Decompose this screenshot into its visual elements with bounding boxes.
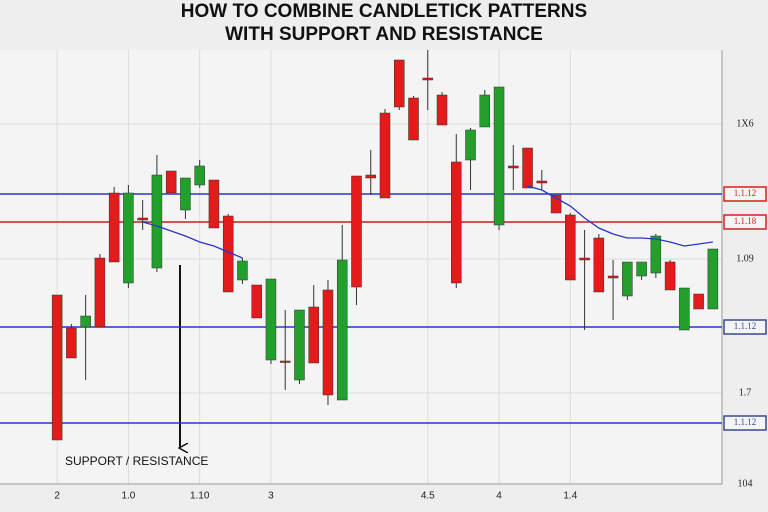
candle-body	[522, 147, 533, 189]
candle-body	[707, 248, 719, 310]
candle-body	[479, 94, 491, 128]
candle-body	[194, 165, 205, 186]
candle-body	[94, 257, 106, 328]
average-line	[142, 221, 243, 259]
x-tick-label: 1.4	[563, 491, 577, 502]
candle-body	[493, 86, 505, 226]
candle-body	[593, 237, 605, 293]
candle-body	[408, 97, 419, 141]
candle-body	[365, 174, 376, 179]
candle-body	[66, 327, 77, 359]
x-tick-label: 1.10	[190, 491, 210, 502]
candle-body	[237, 260, 248, 281]
x-tick-label: 2	[54, 491, 60, 502]
candle-body	[550, 194, 562, 214]
level-label-box	[723, 415, 767, 431]
candle-body	[351, 175, 362, 288]
candle-body	[451, 161, 462, 284]
candle-body	[636, 261, 647, 277]
candle-body	[137, 217, 148, 221]
x-tick-label: 4.5	[421, 491, 435, 502]
x-tick-label: 4	[496, 491, 502, 502]
candle-body	[251, 284, 262, 319]
x-tick-label: 1.0	[121, 491, 135, 502]
annotation: SUPPORT / RESISTANCE	[65, 454, 208, 468]
candle-body	[123, 192, 134, 284]
candle-body	[336, 259, 348, 401]
candle-body	[294, 309, 305, 381]
candle-body	[151, 174, 163, 269]
candle-body	[436, 94, 448, 126]
chart-title: HOW TO COMBINE CANDLETICK PATTERNS	[181, 1, 587, 22]
candle-body	[465, 129, 476, 161]
candle-body	[180, 177, 191, 211]
candle-body	[108, 192, 120, 263]
candle-body	[80, 315, 91, 328]
level-label-box	[723, 186, 767, 202]
candle-body	[394, 59, 405, 108]
candle-body	[322, 289, 334, 396]
level-label-box	[723, 214, 767, 230]
candle-body	[664, 261, 676, 291]
candle-body	[565, 214, 576, 281]
candle-body	[650, 235, 662, 274]
candle-body	[679, 287, 690, 331]
y-tick-label: 104	[738, 478, 753, 489]
candle-body	[379, 112, 391, 199]
candle-body	[51, 294, 63, 441]
y-tick-label: 1.09	[736, 253, 754, 264]
y-tick-label: 1.7	[739, 387, 752, 398]
candle-body	[579, 257, 590, 261]
candle-body	[208, 179, 220, 229]
x-tick-label: 3	[268, 491, 274, 502]
candle-body	[607, 275, 619, 279]
candle-body	[508, 165, 519, 169]
level-label-box	[723, 319, 767, 335]
candle-body	[279, 360, 291, 363]
candle-body	[422, 77, 434, 81]
average-line	[527, 185, 713, 247]
candle-body	[165, 170, 177, 194]
candle-body	[536, 180, 548, 184]
level-label: 1.1.18	[734, 216, 757, 226]
level-label: 1.1.12	[734, 417, 757, 427]
candle-body	[308, 306, 319, 364]
level-label: 1.1.12	[734, 321, 757, 331]
candle-body	[622, 261, 633, 297]
chart-title: WITH SUPPORT AND RESISTANCE	[225, 24, 543, 45]
y-tick-label: 1X6	[736, 118, 753, 129]
candle-body	[265, 278, 277, 361]
level-label: 1.1.12	[734, 188, 757, 198]
candle-body	[693, 293, 704, 310]
